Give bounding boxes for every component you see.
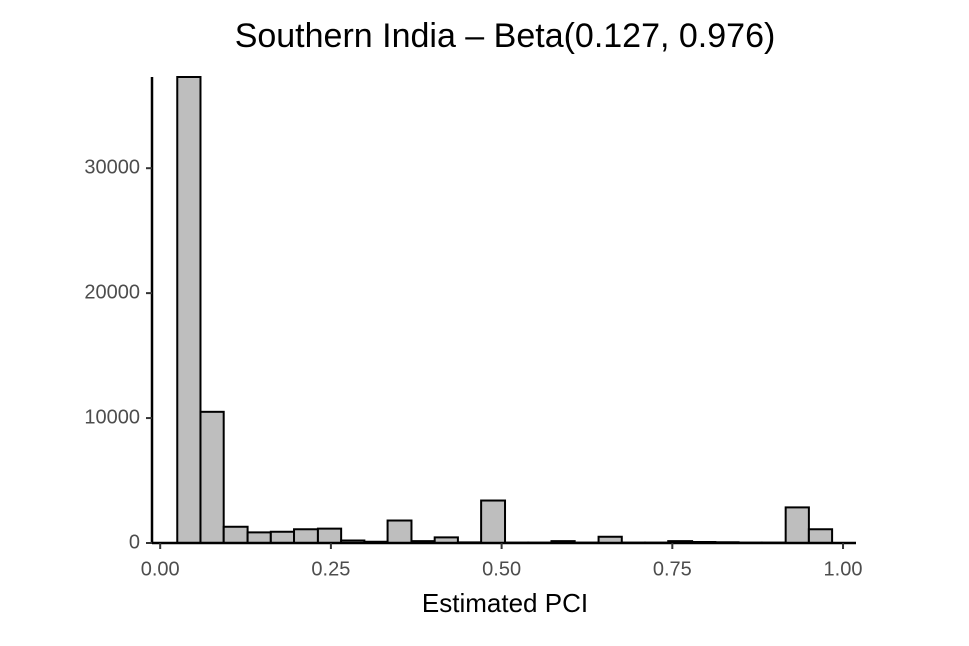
chart-title: Southern India – Beta(0.127, 0.976) — [235, 17, 776, 55]
bar — [246, 531, 272, 544]
x-tick-label: 1.00 — [824, 558, 863, 580]
x-tick-label: 0.50 — [482, 558, 521, 580]
x-tick-label: 0.25 — [311, 558, 350, 580]
bar — [222, 525, 249, 545]
bar — [269, 530, 296, 545]
x-axis-label: Estimated PCI — [422, 588, 588, 618]
bar — [176, 76, 202, 544]
bar — [807, 528, 834, 545]
x-tick-label: 0.75 — [653, 558, 692, 580]
y-tick-label: 20000 — [84, 281, 140, 303]
bar — [784, 506, 810, 545]
x-tick-label: 0.00 — [141, 558, 180, 580]
y-tick-label: 30000 — [84, 156, 140, 178]
y-tick-label: 10000 — [84, 406, 140, 428]
y-tick-label: 0 — [129, 531, 140, 553]
bar — [316, 527, 343, 544]
bar — [199, 410, 225, 544]
bar — [386, 519, 413, 545]
bar — [480, 499, 507, 545]
bar — [293, 528, 319, 545]
